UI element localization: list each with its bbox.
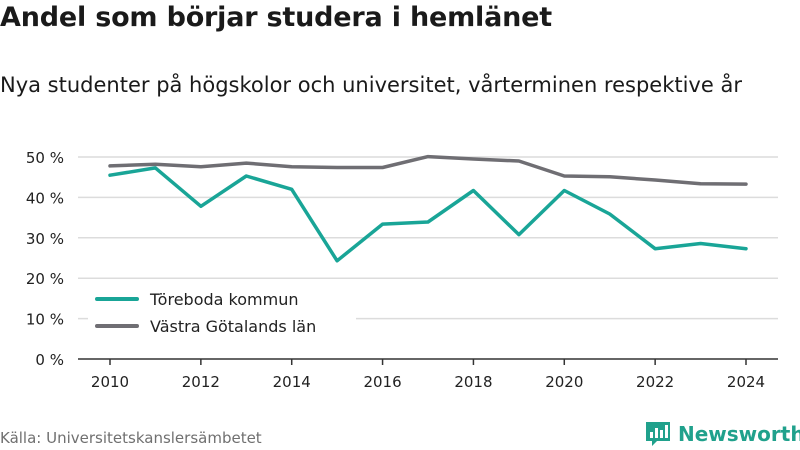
brand-name: Newsworthy [678,422,800,446]
x-tick-label: 2010 [91,373,129,391]
legend-label: Västra Götalands län [150,317,316,336]
source-note: Källa: Universitetskanslersämbetet [0,429,262,447]
bar-chart-speech-bubble-icon [646,422,670,446]
x-tick-label: 2024 [727,373,765,391]
chart-subtitle: Nya studenter på högskolor och universit… [0,73,742,97]
y-tick-label: 10 % [26,311,64,329]
series-line-1 [108,166,748,263]
x-tick-label: 2020 [545,373,583,391]
chart-title: Andel som börjar studera i hemlänet [0,2,552,33]
y-tick-label: 30 % [26,230,64,248]
y-tick-label: 0 % [35,351,64,369]
series-line-2 [108,154,748,186]
x-tick-label: 2014 [273,373,311,391]
legend-background [88,284,356,342]
y-tick-label: 40 % [26,189,64,207]
y-tick-label: 20 % [26,270,64,288]
x-tick-label: 2012 [182,373,220,391]
brand-logo: Newsworthy [644,420,800,448]
x-tick-label: 2016 [363,373,401,391]
legend-label: Töreboda kommun [149,290,298,309]
x-tick-label: 2022 [636,373,674,391]
y-tick-label: 50 % [26,149,64,167]
x-tick-label: 2018 [454,373,492,391]
